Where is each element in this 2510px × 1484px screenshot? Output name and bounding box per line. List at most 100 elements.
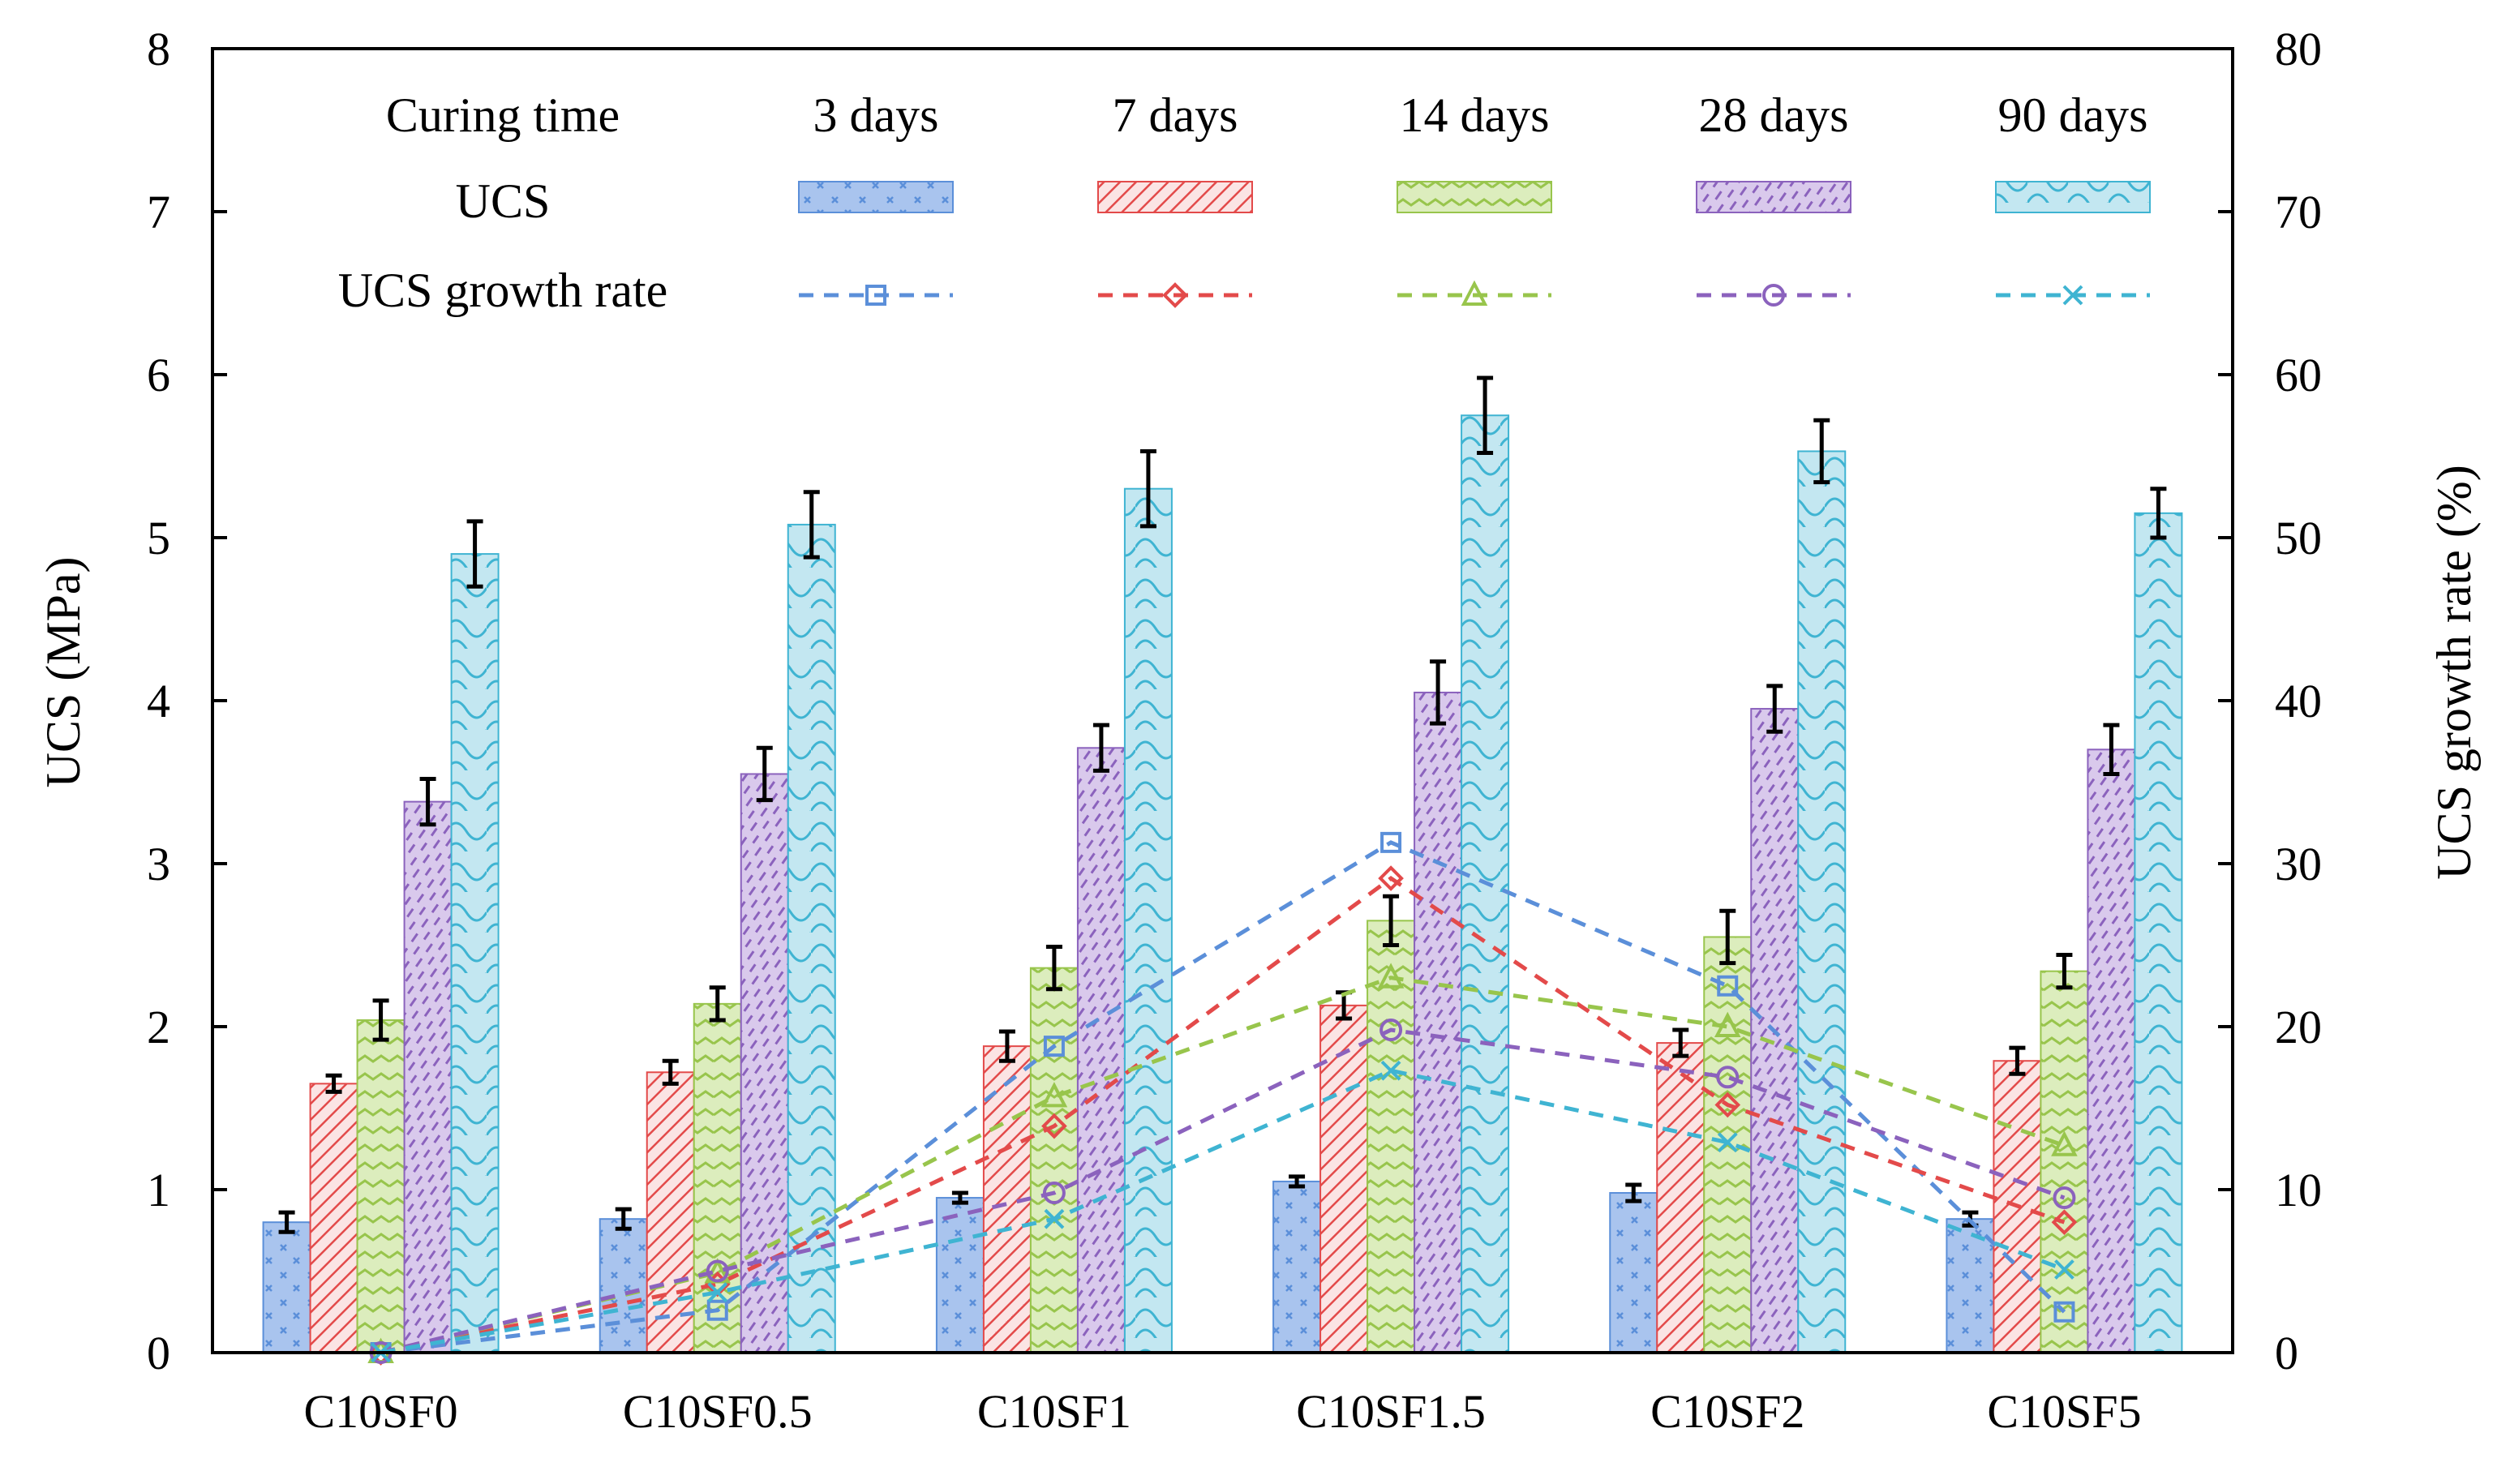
bar-3days-C10SF5 <box>1946 1218 1995 1354</box>
y2-tick-label: 70 <box>2275 186 2322 238</box>
legend-curing-90days: 90 days <box>1998 88 2148 142</box>
growth-point-3days-C10SF0.5 <box>706 1299 728 1321</box>
bar-90days-C10SF5 <box>2134 512 2183 1353</box>
bar-7days-C10SF0 <box>309 1083 358 1353</box>
y2-tick-label: 40 <box>2275 675 2322 727</box>
legend-ucs-label: UCS <box>456 174 551 228</box>
legend-curing-14days: 14 days <box>1400 88 1550 142</box>
error-bar-7days-C10SF0 <box>325 1073 342 1094</box>
growth-point-14days-C10SF1.5 <box>1377 963 1405 989</box>
growth-point-7days-C10SF1.5 <box>1378 865 1404 891</box>
x-tick-label: C10SF0.5 <box>623 1385 813 1438</box>
error-bar-14days-C10SF1 <box>1045 945 1062 992</box>
error-bar-28days-C10SF1.5 <box>1430 659 1447 726</box>
y-tick-label: 3 <box>147 838 170 890</box>
bar-3days-C10SF1 <box>935 1197 985 1354</box>
y-tick-label: 0 <box>147 1327 170 1379</box>
error-bar-90days-C10SF1 <box>1139 448 1156 529</box>
x-tick-label: C10SF1.5 <box>1296 1385 1486 1438</box>
y2-tick-label: 30 <box>2275 838 2322 890</box>
error-bar-28days-C10SF0.5 <box>756 745 773 803</box>
error-bar-14days-C10SF5 <box>2056 953 2073 990</box>
plot-frame <box>211 47 2234 1354</box>
legend-marker-90days <box>2062 285 2083 306</box>
error-bar-90days-C10SF0.5 <box>803 490 820 560</box>
bar-28days-C10SF1.5 <box>1414 691 1463 1353</box>
bar-3days-C10SF2 <box>1609 1192 1658 1354</box>
growth-line-7days <box>380 876 2066 1355</box>
bar-28days-C10SF0 <box>403 800 453 1353</box>
error-bar-28days-C10SF1 <box>1092 723 1109 773</box>
growth-point-28days-C10SF0.5 <box>706 1259 729 1283</box>
y2-tick-label: 50 <box>2275 512 2322 564</box>
growth-point-3days-C10SF1 <box>1043 1036 1065 1057</box>
legend-marker-28days <box>1762 284 1785 307</box>
growth-point-90days-C10SF1.5 <box>1380 1060 1401 1081</box>
bar-28days-C10SF5 <box>2087 748 2136 1353</box>
error-bar-7days-C10SF1 <box>998 1029 1015 1063</box>
y-tick-label: 8 <box>147 23 170 75</box>
growth-point-14days-C10SF5 <box>2051 1130 2078 1156</box>
bar-14days-C10SF2 <box>1703 936 1753 1353</box>
error-bar-3days-C10SF1 <box>951 1190 968 1205</box>
bar-14days-C10SF1 <box>1029 967 1079 1353</box>
bar-90days-C10SF0.5 <box>787 523 836 1353</box>
growth-point-14days-C10SF2 <box>1714 1011 1741 1037</box>
error-bar-3days-C10SF1.5 <box>1289 1174 1306 1189</box>
error-bar-14days-C10SF0 <box>372 998 389 1042</box>
bar-90days-C10SF0 <box>450 553 500 1353</box>
error-bar-7days-C10SF2 <box>1672 1027 1689 1058</box>
y-tick-label: 6 <box>147 349 170 401</box>
growth-point-90days-C10SF2 <box>1717 1132 1738 1153</box>
legend-marker-14days <box>1461 280 1488 306</box>
bar-7days-C10SF2 <box>1656 1042 1706 1353</box>
bars-layer <box>262 375 2183 1354</box>
x-tick-label: C10SF5 <box>1987 1385 2141 1438</box>
y2-tick-label: 0 <box>2275 1327 2298 1379</box>
legend-marker-3days <box>865 285 886 306</box>
growth-point-14days-C10SF1 <box>1040 1082 1068 1108</box>
bar-14days-C10SF5 <box>2040 970 2089 1354</box>
legend-swatch-3days <box>798 181 954 213</box>
error-bar-90days-C10SF1.5 <box>1477 375 1494 455</box>
legend-swatch-14days <box>1397 181 1552 213</box>
growth-line-90days <box>380 1068 2066 1355</box>
growth-point-28days-C10SF2 <box>1716 1066 1740 1089</box>
y-tick-label: 2 <box>147 1001 170 1053</box>
y-tick-label: 4 <box>147 675 170 727</box>
legend-curing-3days: 3 days <box>813 88 939 142</box>
growth-point-7days-C10SF5 <box>2051 1209 2078 1236</box>
error-bar-14days-C10SF0.5 <box>709 985 726 1023</box>
bar-90days-C10SF2 <box>1797 450 1847 1353</box>
error-bar-90days-C10SF0 <box>466 519 483 589</box>
legend-swatch-28days <box>1696 181 1851 213</box>
error-bar-3days-C10SF0 <box>278 1210 295 1234</box>
growth-point-28days-C10SF1 <box>1042 1182 1066 1205</box>
legend-swatch-7days <box>1097 181 1253 213</box>
y-axis-title: UCS (MPa) <box>36 556 90 787</box>
bar-3days-C10SF1.5 <box>1272 1180 1322 1353</box>
legend-header: Curing time <box>386 88 620 142</box>
x-tick-label: C10SF1 <box>977 1385 1131 1438</box>
legend-swatch-90days <box>1995 181 2151 213</box>
legend-curing-7days: 7 days <box>1113 88 1238 142</box>
growth-point-28days-C10SF5 <box>2053 1186 2076 1210</box>
growth-point-90days-C10SF5 <box>2054 1259 2075 1280</box>
bar-90days-C10SF1 <box>1123 487 1173 1354</box>
bar-3days-C10SF0.5 <box>599 1218 648 1354</box>
error-bar-90days-C10SF5 <box>2150 487 2167 540</box>
bar-7days-C10SF0.5 <box>646 1071 695 1354</box>
x-tick-label: C10SF0 <box>303 1385 457 1438</box>
error-bar-7days-C10SF0.5 <box>662 1058 679 1086</box>
growth-line-28days <box>380 1027 2066 1355</box>
error-bar-28days-C10SF0 <box>419 776 436 827</box>
error-bar-3days-C10SF0.5 <box>615 1207 632 1231</box>
y2-tick-label: 80 <box>2275 23 2322 75</box>
y2-tick-label: 20 <box>2275 1001 2322 1053</box>
growth-lines-layer <box>367 831 2078 1366</box>
error-bar-3days-C10SF2 <box>1625 1182 1642 1203</box>
error-bar-14days-C10SF1.5 <box>1383 894 1400 947</box>
error-bar-90days-C10SF2 <box>1813 418 1830 485</box>
x-tick-label: C10SF2 <box>1650 1385 1804 1438</box>
error-bar-14days-C10SF2 <box>1719 908 1736 966</box>
